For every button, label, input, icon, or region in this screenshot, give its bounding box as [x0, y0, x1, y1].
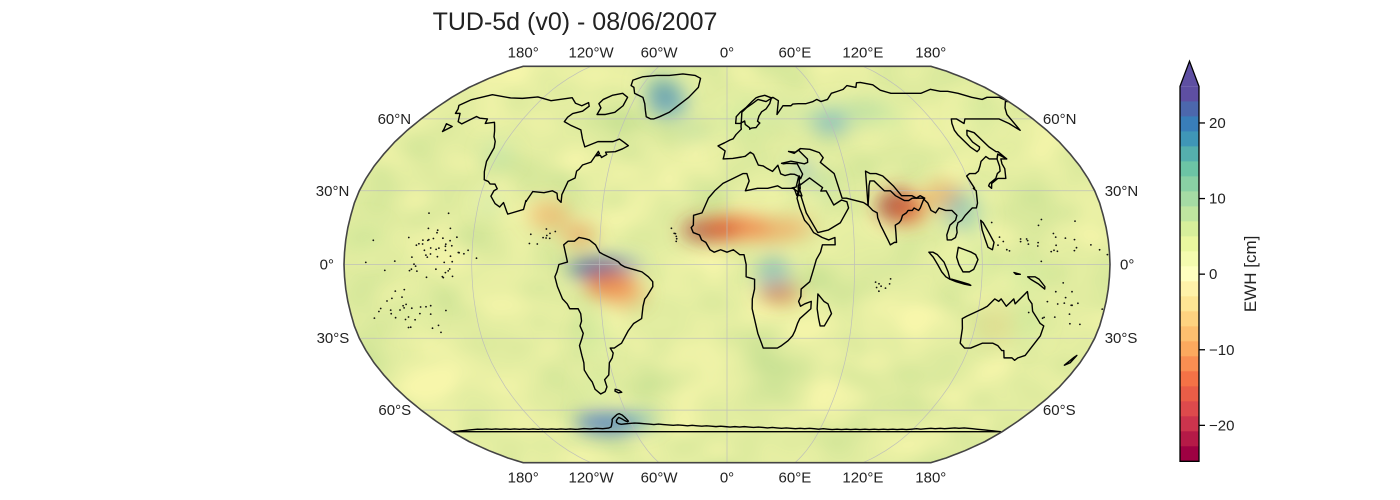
svg-text:60°S: 60°S [378, 402, 411, 419]
svg-text:120°E: 120°E [842, 44, 883, 61]
svg-text:30°S: 30°S [317, 330, 350, 347]
svg-text:60°W: 60°W [641, 44, 679, 61]
svg-text:180°: 180° [508, 470, 539, 487]
svg-text:60°W: 60°W [641, 470, 679, 487]
svg-text:0°: 0° [720, 470, 734, 487]
svg-text:30°N: 30°N [316, 183, 350, 200]
svg-text:120°E: 120°E [842, 470, 883, 487]
svg-text:180°: 180° [508, 44, 539, 61]
svg-text:120°W: 120°W [569, 470, 615, 487]
svg-text:−20: −20 [1209, 417, 1234, 434]
svg-text:60°E: 60°E [779, 470, 812, 487]
svg-text:60°N: 60°N [378, 111, 412, 128]
svg-text:60°E: 60°E [779, 44, 812, 61]
svg-text:30°S: 30°S [1105, 330, 1138, 347]
svg-text:180°: 180° [915, 470, 946, 487]
svg-text:−10: −10 [1209, 342, 1234, 359]
svg-text:120°W: 120°W [569, 44, 615, 61]
svg-text:30°N: 30°N [1105, 183, 1139, 200]
svg-text:0: 0 [1209, 266, 1217, 283]
svg-text:60°S: 60°S [1043, 402, 1076, 419]
svg-text:60°N: 60°N [1043, 111, 1077, 128]
svg-text:0°: 0° [1120, 257, 1134, 274]
svg-text:0°: 0° [720, 44, 734, 61]
svg-text:20: 20 [1209, 115, 1226, 132]
svg-text:0°: 0° [320, 257, 334, 274]
svg-text:180°: 180° [915, 44, 946, 61]
svg-text:10: 10 [1209, 191, 1226, 208]
svg-text:EWH [cm]: EWH [cm] [1241, 236, 1260, 313]
